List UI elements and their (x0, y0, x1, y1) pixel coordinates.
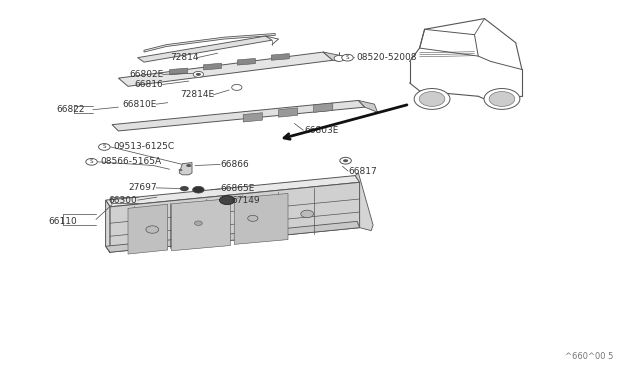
Polygon shape (112, 100, 365, 131)
Polygon shape (170, 68, 188, 75)
Circle shape (343, 159, 348, 162)
Text: 27697: 27697 (128, 183, 157, 192)
Text: 66803E: 66803E (304, 126, 339, 135)
Polygon shape (358, 100, 378, 112)
Text: S: S (90, 159, 93, 164)
Text: 67149: 67149 (232, 196, 260, 205)
Polygon shape (138, 36, 272, 62)
Text: 72814: 72814 (170, 53, 198, 62)
Polygon shape (271, 54, 289, 60)
Circle shape (414, 89, 450, 109)
Circle shape (193, 186, 204, 193)
Text: 66822: 66822 (56, 105, 85, 114)
Polygon shape (179, 163, 192, 175)
Text: S: S (102, 144, 106, 150)
Circle shape (342, 54, 353, 61)
Circle shape (220, 196, 235, 205)
Text: 66865E: 66865E (221, 185, 255, 193)
Circle shape (193, 186, 204, 193)
Polygon shape (355, 173, 373, 231)
Polygon shape (204, 63, 221, 70)
Text: 09513-6125C: 09513-6125C (113, 142, 175, 151)
Circle shape (146, 226, 159, 233)
Polygon shape (106, 176, 360, 207)
Circle shape (232, 84, 242, 90)
Polygon shape (278, 108, 298, 117)
Circle shape (221, 196, 234, 204)
Text: 66802E: 66802E (129, 70, 163, 79)
Circle shape (484, 89, 520, 109)
Polygon shape (243, 113, 262, 122)
Circle shape (337, 57, 342, 60)
Circle shape (195, 221, 202, 225)
Text: 72814E: 72814E (180, 90, 214, 99)
Text: ^660^00 5: ^660^00 5 (564, 352, 613, 361)
Circle shape (179, 169, 182, 171)
Circle shape (334, 55, 344, 61)
Circle shape (419, 92, 445, 106)
Circle shape (301, 210, 314, 218)
Text: 66866: 66866 (221, 160, 250, 169)
Text: 66810E: 66810E (122, 100, 157, 109)
Text: 66816: 66816 (134, 80, 163, 89)
Circle shape (248, 215, 258, 221)
Circle shape (193, 71, 204, 77)
Text: S: S (346, 55, 349, 60)
Polygon shape (106, 200, 110, 253)
Polygon shape (323, 52, 342, 61)
Text: 66817: 66817 (349, 167, 378, 176)
Text: 08566-5165A: 08566-5165A (100, 157, 162, 166)
Circle shape (489, 92, 515, 106)
Polygon shape (234, 193, 288, 244)
Circle shape (86, 158, 97, 165)
Polygon shape (172, 199, 230, 251)
Circle shape (340, 157, 351, 164)
Polygon shape (106, 221, 360, 252)
Polygon shape (237, 58, 255, 65)
Circle shape (186, 164, 191, 167)
Polygon shape (144, 33, 275, 52)
Text: 08520-52008: 08520-52008 (356, 53, 417, 62)
Polygon shape (118, 52, 333, 86)
Circle shape (196, 73, 201, 76)
Polygon shape (128, 204, 168, 254)
Circle shape (180, 186, 189, 191)
Polygon shape (314, 103, 333, 112)
Text: 66300: 66300 (109, 196, 138, 205)
Polygon shape (110, 182, 360, 252)
Circle shape (99, 144, 110, 150)
Circle shape (234, 86, 240, 89)
Text: 66110: 66110 (48, 217, 77, 226)
